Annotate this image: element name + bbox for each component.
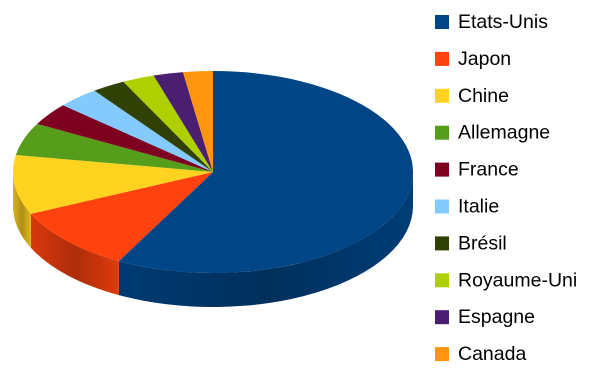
slice-japon bbox=[30, 172, 213, 262]
legend-label-espagne: Espagne bbox=[458, 306, 535, 328]
legend-item-italie: Italie bbox=[435, 196, 499, 218]
legend-swatch-italie bbox=[435, 199, 449, 214]
side-shade-japon bbox=[30, 213, 119, 296]
legend-label-italie: Italie bbox=[458, 196, 499, 218]
legend-item-bresil: Brésil bbox=[435, 232, 507, 254]
pie-side-walls bbox=[13, 172, 413, 308]
legend-swatch-japon bbox=[435, 51, 449, 66]
side-shade-chine bbox=[13, 172, 31, 248]
legend-item-chine: Chine bbox=[435, 85, 509, 107]
legend-item-france: France bbox=[435, 159, 519, 181]
legend-item-japon: Japon bbox=[435, 48, 511, 70]
slice-canada bbox=[182, 71, 213, 172]
legend-item-canada: Canada bbox=[435, 343, 526, 365]
slice-royaume-uni bbox=[123, 75, 213, 172]
legend-swatch-royaume-uni bbox=[435, 273, 449, 288]
slice-allemagne bbox=[15, 123, 214, 172]
legend-item-allemagne: Allemagne bbox=[435, 122, 550, 144]
legend-swatch-bresil bbox=[435, 236, 449, 251]
side-shade-etats-unis bbox=[118, 172, 413, 308]
pie-slices bbox=[13, 71, 414, 273]
legend-item-royaume-uni: Royaume-Uni bbox=[435, 269, 577, 291]
legend-label-canada: Canada bbox=[458, 343, 526, 365]
legend-label-etats-unis: Etats-Unis bbox=[458, 11, 548, 33]
legend-swatch-canada bbox=[435, 347, 449, 362]
legend-swatch-france bbox=[435, 162, 449, 177]
legend: Etats-Unis Japon Chine Allemagne France Itali… bbox=[435, 11, 577, 365]
legend-label-japon: Japon bbox=[458, 48, 511, 70]
legend-swatch-etats-unis bbox=[435, 15, 449, 29]
legend-label-bresil: Brésil bbox=[458, 232, 507, 254]
slice-etats-unis bbox=[118, 71, 414, 273]
legend-swatch-espagne bbox=[435, 310, 449, 325]
slice-france bbox=[37, 105, 214, 172]
legend-label-france: France bbox=[458, 159, 519, 181]
legend-label-chine: Chine bbox=[458, 85, 509, 107]
legend-swatch-chine bbox=[435, 88, 449, 103]
slice-bresil bbox=[94, 81, 213, 172]
legend-label-royaume-uni: Royaume-Uni bbox=[458, 269, 577, 291]
legend-item-etats-unis: Etats-Unis bbox=[435, 11, 548, 33]
slice-italie bbox=[62, 90, 214, 172]
legend-item-espagne: Espagne bbox=[435, 306, 535, 328]
legend-swatch-allemagne bbox=[435, 125, 449, 140]
legend-label-allemagne: Allemagne bbox=[458, 122, 550, 144]
slice-espagne bbox=[153, 72, 213, 172]
slice-chine bbox=[13, 154, 214, 214]
